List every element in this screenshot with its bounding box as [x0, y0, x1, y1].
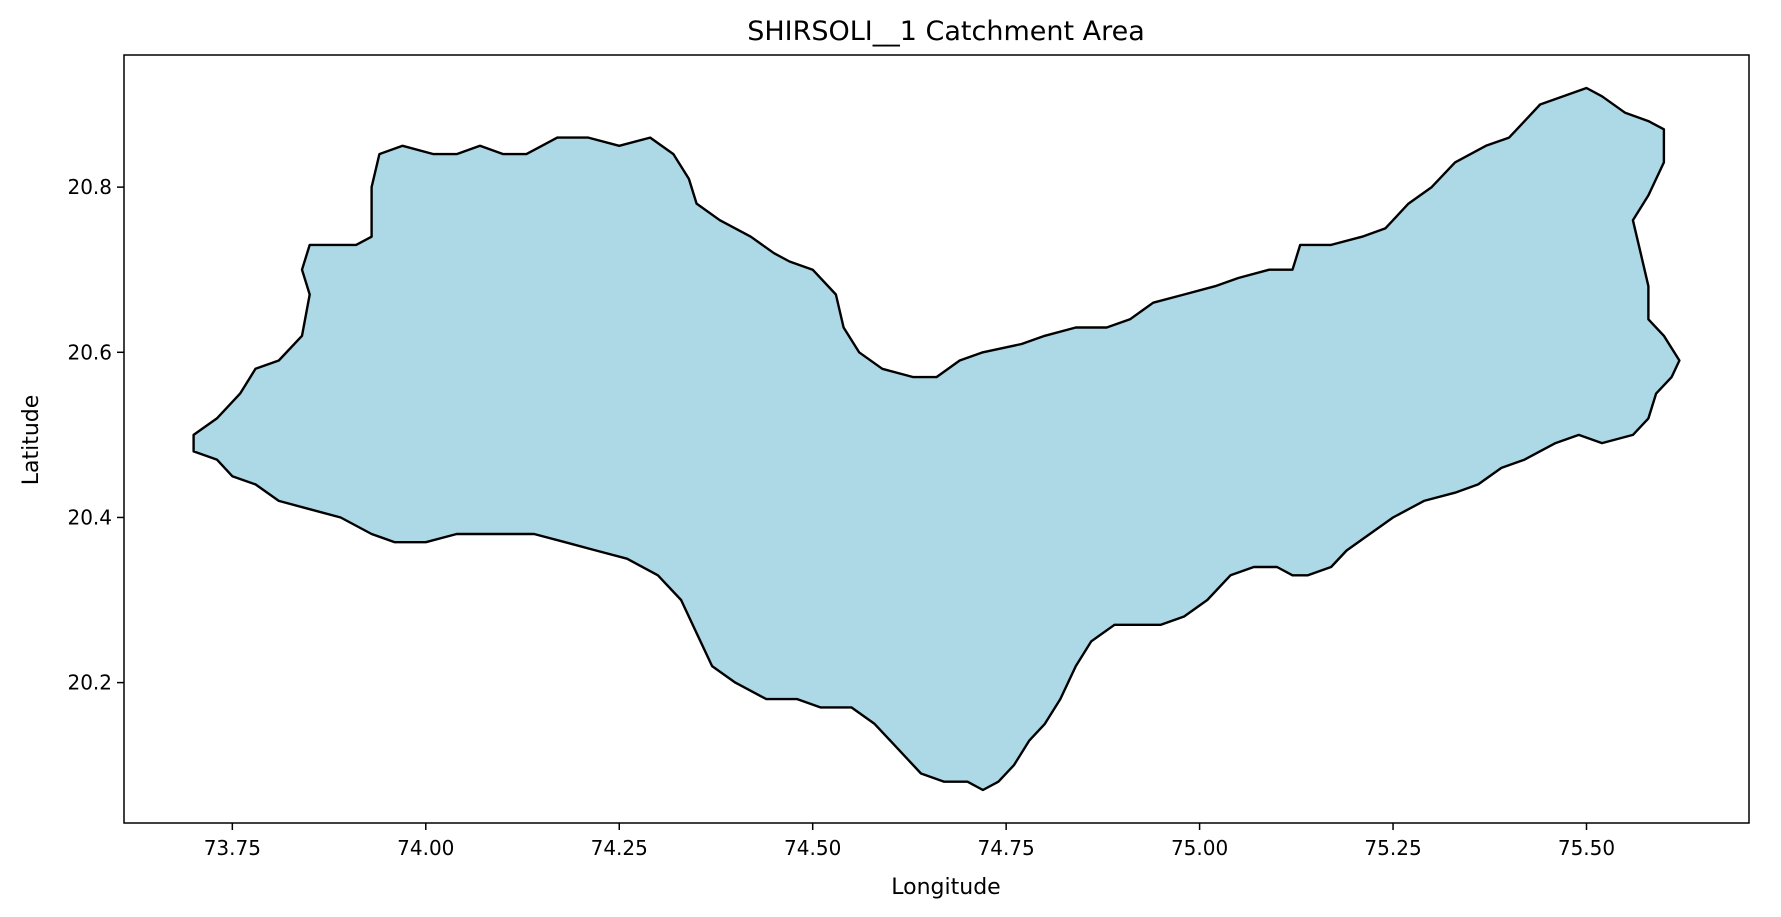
x-tick-label: 73.75 — [204, 836, 261, 860]
x-tick-label: 75.00 — [1171, 836, 1228, 860]
catchment-boundary-layer — [192, 86, 1681, 792]
y-axis-ticks: 20.2 20.4 20.6 20.8 — [67, 175, 124, 695]
catchment-polygon — [192, 86, 1681, 792]
y-tick-label: 20.2 — [67, 671, 112, 695]
x-tick-label: 75.50 — [1558, 836, 1615, 860]
y-tick-label: 20.4 — [67, 505, 112, 529]
x-axis-ticks: 73.75 74.00 74.25 74.50 74.75 75.00 75.25 75.50 — [204, 823, 1615, 860]
x-tick-label: 74.50 — [784, 836, 841, 860]
x-axis-label: Longitude — [891, 875, 1000, 900]
plot-frame — [123, 54, 1750, 824]
x-tick-label: 74.75 — [978, 836, 1035, 860]
y-tick-label: 20.8 — [67, 175, 112, 199]
y-tick-label: 20.6 — [67, 340, 112, 364]
x-tick-label: 75.25 — [1364, 836, 1421, 860]
x-tick-label: 74.25 — [591, 836, 648, 860]
chart-title: SHIRSOLI__1 Catchment Area — [747, 16, 1145, 47]
y-axis-label: Latitude — [19, 395, 44, 486]
x-tick-label: 74.00 — [397, 836, 454, 860]
